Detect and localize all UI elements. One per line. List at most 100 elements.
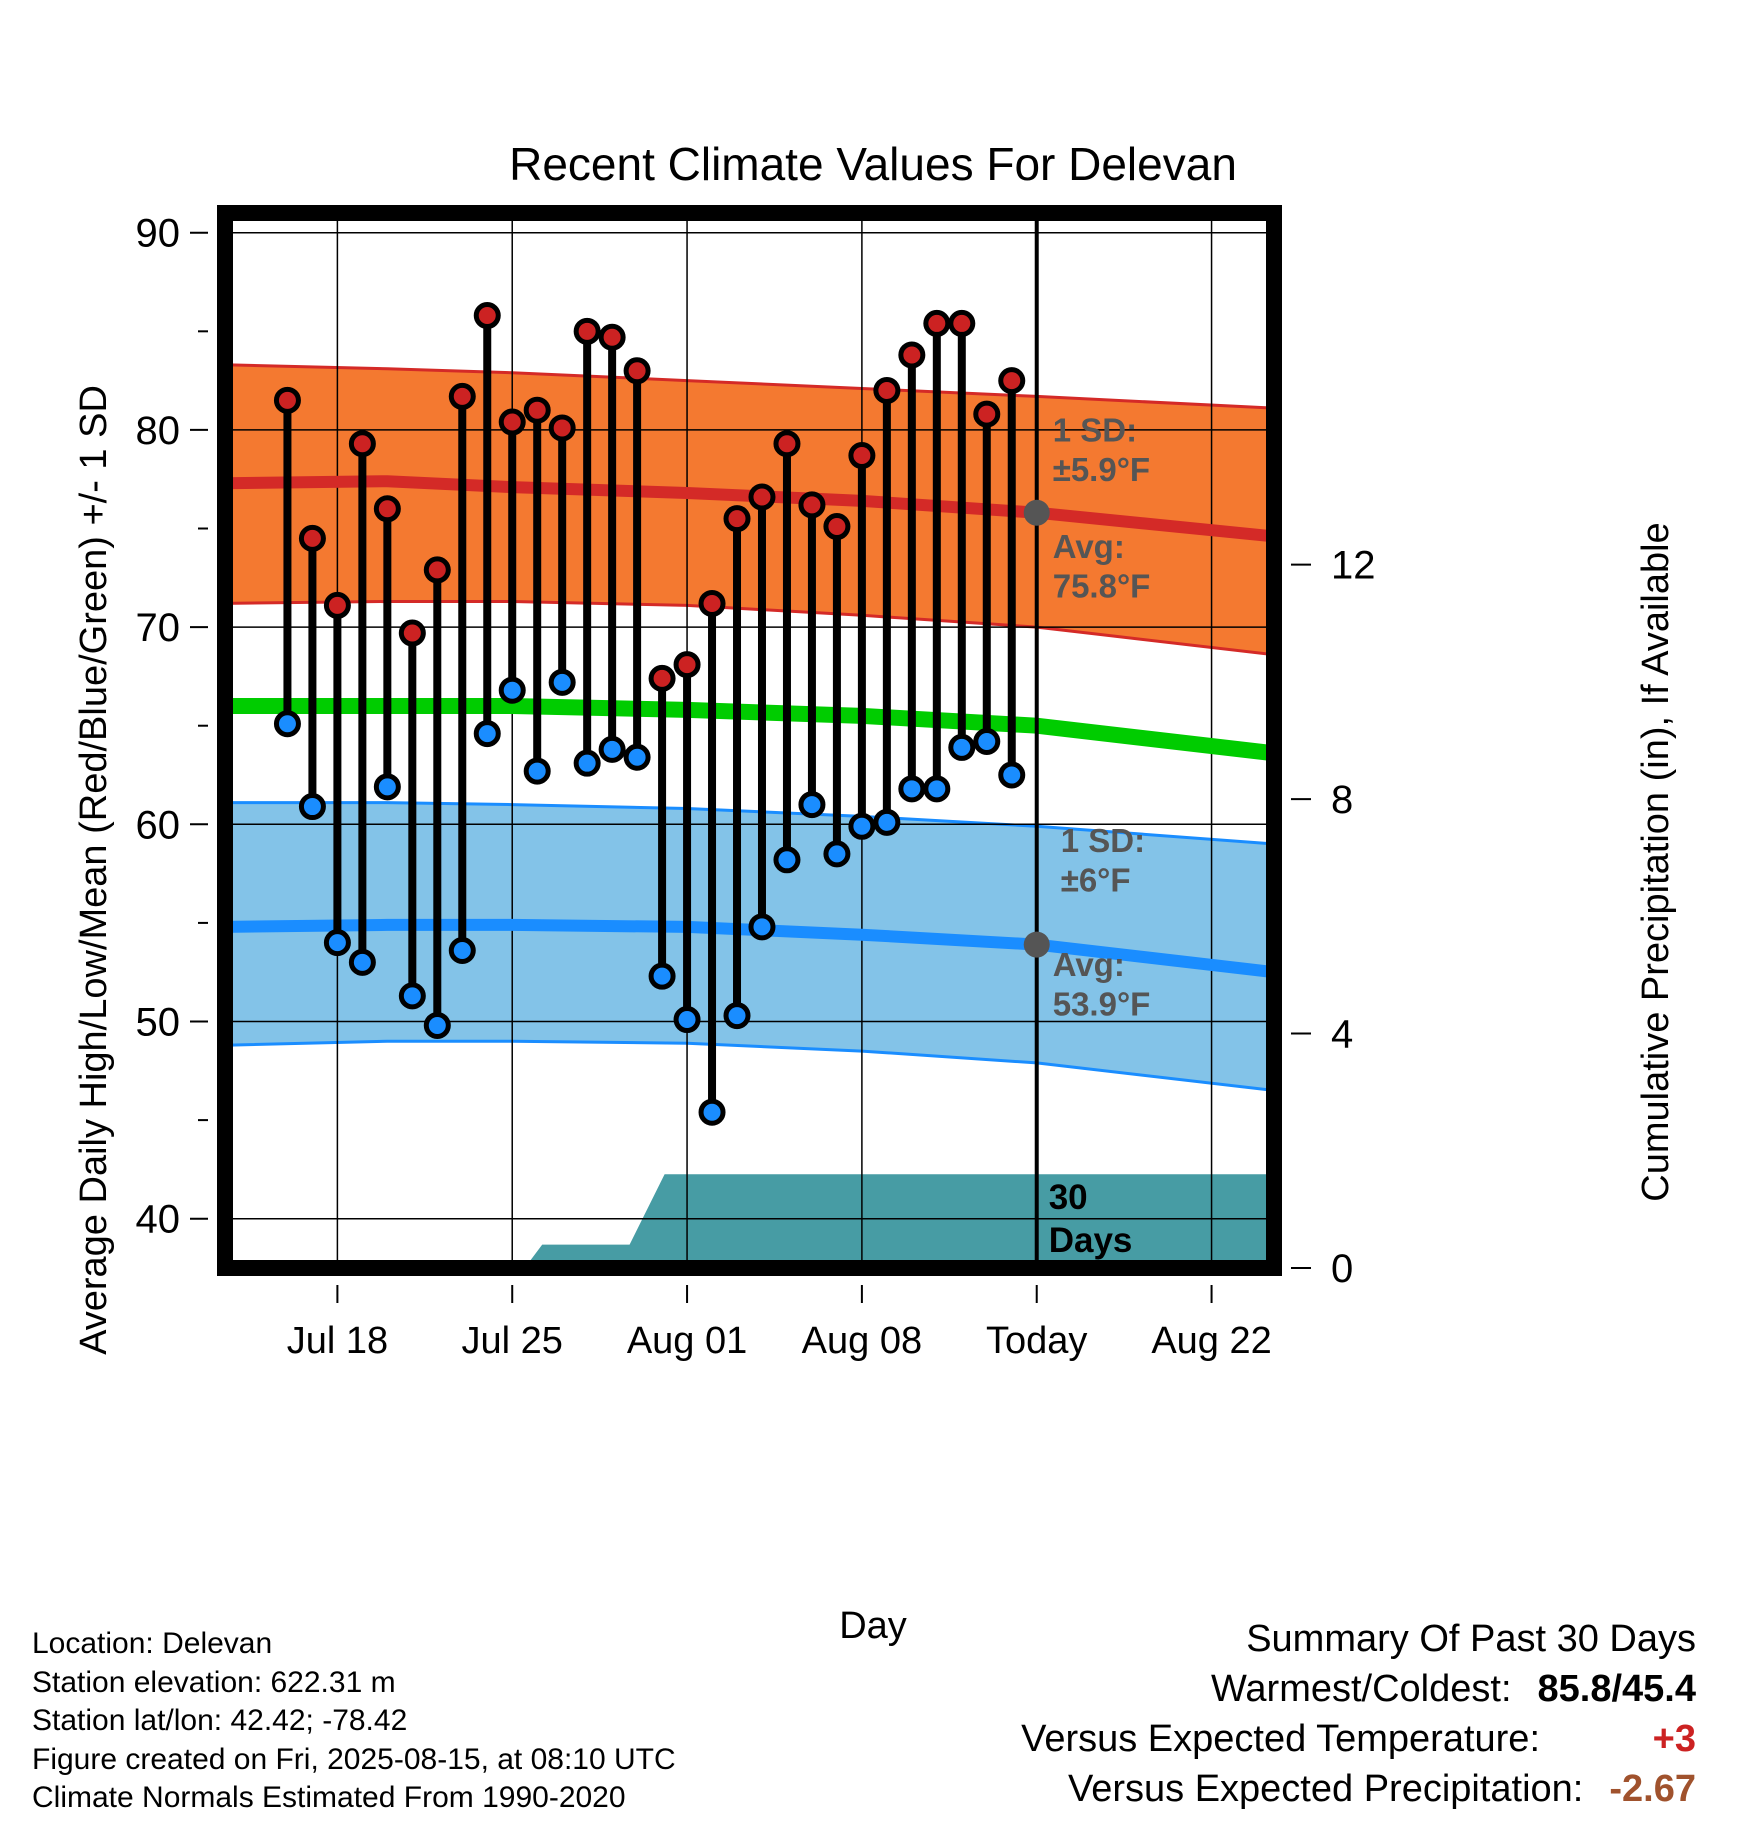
daily-low-point: [423, 1011, 451, 1039]
daily-high-point: [548, 414, 576, 442]
y-left-tick-label: 90: [136, 212, 181, 256]
daily-low-point: [373, 773, 401, 801]
daily-low-point: [998, 761, 1026, 789]
daily-high-point: [373, 495, 401, 523]
window-unit: Days: [1049, 1221, 1133, 1260]
y-left-tick-label: 70: [136, 606, 181, 650]
normals-text: Climate Normals Estimated From 1990-2020: [32, 1781, 626, 1814]
summary-heading: Summary Of Past 30 Days: [1246, 1618, 1696, 1660]
high-avg-value: 75.8°F: [1053, 568, 1151, 605]
y-axis-right-label: Cumulative Precipitation (in), If Availa…: [1635, 522, 1677, 1201]
daily-high-point: [898, 341, 926, 369]
daily-low-point: [398, 982, 426, 1010]
daily-low-point: [923, 775, 951, 803]
chart-title: Recent Climate Values For Delevan: [509, 138, 1237, 190]
daily-high-point: [998, 367, 1026, 395]
summary-panel: Summary Of Past 30 Days Warmest/Coldest:…: [796, 1618, 1696, 1818]
summary-warm-cold-row: Warmest/Coldest: 85.8/45.4: [796, 1668, 1696, 1718]
daily-high-point: [923, 309, 951, 337]
low-sd-value: ±6°F: [1061, 861, 1131, 898]
precip-area: [225, 1174, 1274, 1268]
x-tick-label: Aug 08: [802, 1320, 922, 1362]
precip-departure-value: -2.67: [1609, 1768, 1696, 1810]
daily-high-point: [873, 376, 901, 404]
mean-line: [225, 698, 1274, 762]
daily-high-point: [523, 396, 551, 424]
temp-departure-value: +3: [1652, 1718, 1696, 1760]
daily-high-point: [973, 400, 1001, 428]
daily-high-point: [348, 430, 376, 458]
x-tick-label: Jul 25: [462, 1320, 563, 1362]
daily-high-point: [748, 483, 776, 511]
today-low-marker: [1023, 931, 1050, 958]
daily-high-point: [273, 386, 301, 414]
low-sd-band: [225, 802, 1274, 1091]
daily-high-point: [498, 408, 526, 436]
daily-low-point: [273, 710, 301, 738]
y-left-tick-label: 40: [136, 1198, 181, 1242]
daily-low-point: [473, 720, 501, 748]
daily-high-point: [723, 505, 751, 533]
daily-high-point: [573, 317, 601, 345]
summary-temp-row: Versus Expected Temperature: +3: [796, 1718, 1696, 1768]
daily-high-point: [698, 589, 726, 617]
daily-low-point: [823, 840, 851, 868]
daily-high-point: [773, 430, 801, 458]
daily-high-point: [298, 524, 326, 552]
x-tick-label: Aug 22: [1151, 1320, 1271, 1362]
daily-high-point: [473, 302, 501, 330]
plot-frame: [217, 205, 1282, 1276]
daily-high-point: [798, 491, 826, 519]
daily-low-point: [323, 929, 351, 957]
latlon-text: Station lat/lon: 42.42; -78.42: [32, 1704, 408, 1737]
daily-low-point: [598, 735, 626, 763]
y-left-tick-label: 60: [136, 803, 181, 847]
summary-heading-row: Summary Of Past 30 Days: [796, 1618, 1696, 1668]
x-tick-label: Aug 01: [627, 1320, 747, 1362]
daily-low-point: [723, 1002, 751, 1030]
daily-low-point: [698, 1098, 726, 1126]
plot-content: [225, 213, 1274, 1268]
temp-departure-label: Versus Expected Temperature:: [1021, 1718, 1540, 1760]
daily-low-point: [773, 846, 801, 874]
y-right-tick-label: 4: [1331, 1013, 1353, 1057]
daily-low-point: [898, 775, 926, 803]
daily-high-point: [423, 556, 451, 584]
daily-high-point: [448, 382, 476, 410]
low-avg-label: Avg:: [1053, 946, 1125, 983]
y-right-tick-label: 0: [1331, 1247, 1353, 1291]
daily-high-point: [648, 664, 676, 692]
daily-high-point: [673, 651, 701, 679]
daily-high-point: [848, 442, 876, 470]
daily-high-point: [623, 357, 651, 385]
y-axis-left-label: Average Daily High/Low/Mean (Red/Blue/Gr…: [73, 385, 115, 1355]
daily-low-point: [673, 1006, 701, 1034]
summary-precip-row: Versus Expected Precipitation: -2.67: [796, 1768, 1696, 1818]
daily-low-point: [573, 749, 601, 777]
x-axis-label: Day: [839, 1605, 907, 1647]
today-high-marker: [1023, 499, 1050, 526]
elevation-text: Station elevation: 622.31 m: [32, 1665, 396, 1699]
low-avg-value: 53.9°F: [1053, 986, 1151, 1023]
daily-low-point: [623, 743, 651, 771]
daily-high-point: [598, 323, 626, 351]
daily-low-point: [848, 812, 876, 840]
y-left-tick-label: 80: [136, 409, 181, 453]
daily-low-point: [648, 962, 676, 990]
x-tick-label: Today: [986, 1320, 1087, 1362]
warm-cold-value: 85.8/45.4: [1537, 1668, 1696, 1710]
daily-low-point: [548, 668, 576, 696]
high-sd-value: ±5.9°F: [1053, 451, 1150, 488]
daily-low-point: [523, 757, 551, 785]
y-right-tick-label: 12: [1331, 544, 1376, 588]
created-text: Figure created on Fri, 2025-08-15, at 08…: [32, 1742, 676, 1776]
y-left-tick-label: 50: [136, 1001, 181, 1045]
daily-low-point: [498, 676, 526, 704]
location-text: Location: Delevan: [32, 1627, 273, 1660]
daily-low-point: [748, 913, 776, 941]
window-count: 30: [1049, 1178, 1088, 1217]
daily-high-point: [398, 619, 426, 647]
high-avg-label: Avg:: [1053, 528, 1125, 565]
